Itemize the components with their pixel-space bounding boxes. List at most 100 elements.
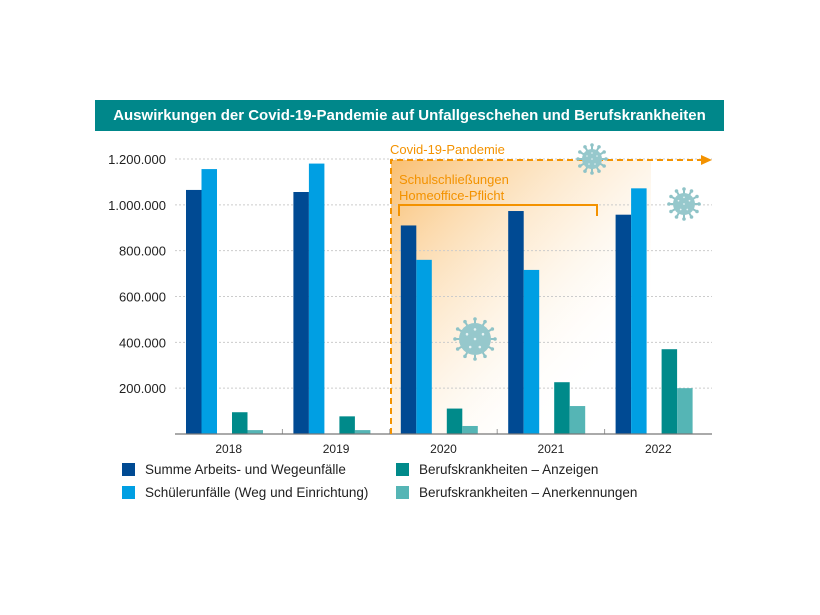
x-tick-label: 2018 [215, 442, 242, 456]
bar [186, 189, 202, 434]
virus-dot [481, 332, 485, 336]
x-tick-label: 2019 [323, 442, 350, 456]
virus-dot [596, 155, 598, 157]
bar [661, 349, 678, 434]
virus-dot [473, 328, 477, 331]
measures-label: Schulschließungen [399, 172, 509, 187]
virus-spike-tip [578, 150, 582, 154]
virus-spike-tip [483, 354, 487, 359]
bar [462, 425, 478, 434]
measures-bracket [398, 204, 598, 216]
virus-spike-tip [473, 357, 477, 361]
virus-dot [688, 199, 691, 202]
legend-swatch [122, 486, 135, 499]
virus-spike-tip [695, 209, 699, 214]
pandemic-label: Covid-19-Pandemie [390, 142, 505, 157]
bar [523, 269, 540, 434]
virus-spike-tip [463, 319, 467, 324]
bar [308, 163, 325, 435]
bar [631, 188, 647, 434]
virus-dot [468, 345, 472, 349]
virus-dot [591, 152, 593, 154]
virus-dot [588, 163, 590, 165]
virus-dot [586, 155, 588, 157]
virus-spike-tip [493, 337, 497, 341]
virus-spike-tip [578, 164, 582, 168]
virus-dot [473, 337, 477, 341]
legend-swatch [396, 486, 409, 499]
virus-spike-tip [597, 169, 601, 173]
virus-spike-tip [463, 354, 467, 359]
legend-item: Berufskrankheiten – Anzeigen [396, 462, 598, 477]
arrow-head-icon [701, 155, 712, 165]
virus-spike-tip [590, 143, 594, 147]
virus-icon [576, 143, 608, 175]
legend-item: Summe Arbeits- und Wegeunfälle [122, 462, 346, 477]
y-tick-label: 1.200.000 [108, 152, 166, 167]
virus-spike-tip [669, 209, 673, 214]
legend-item: Schülerunfälle (Weg und Einrichtung) [122, 485, 368, 500]
virus-spike-tip [695, 194, 699, 199]
bar [416, 259, 432, 434]
bar [554, 382, 570, 434]
virus-spike-tip [697, 202, 701, 206]
virus-dot [594, 163, 596, 165]
virus-dot [465, 332, 469, 336]
bar [201, 169, 217, 435]
virus-spike-tip [667, 202, 671, 206]
x-tick-label: 2021 [538, 442, 565, 456]
virus-dot [591, 158, 593, 160]
measures-label: Homeoffice-Pflicht [399, 188, 505, 203]
bar [247, 430, 263, 434]
virus-dot [679, 208, 682, 211]
virus-spike-tip [674, 189, 679, 193]
virus-spike-tip [590, 171, 594, 175]
bar [339, 416, 355, 434]
virus-spike-tip [669, 194, 673, 199]
legend-label: Berufskrankheiten – Anerkennungen [419, 485, 638, 500]
legend-label: Schülerunfälle (Weg und Einrichtung) [145, 485, 369, 500]
virus-icon [453, 317, 497, 361]
virus-spike-tip [674, 215, 679, 219]
virus-spike-tip [583, 145, 587, 149]
legend-swatch [396, 463, 409, 476]
bar [508, 211, 524, 434]
chart-title: Auswirkungen der Covid-19-Pandemie auf U… [95, 100, 724, 131]
bar [293, 192, 309, 434]
y-tick-label: 400.000 [119, 335, 166, 350]
virus-spike-tip [490, 347, 495, 351]
virus-icon [667, 187, 701, 221]
virus-spike-tip [455, 347, 460, 351]
x-tick-label: 2020 [430, 442, 457, 456]
legend-label: Berufskrankheiten – Anzeigen [419, 462, 599, 477]
virus-spike-tip [490, 327, 495, 331]
virus-dot [683, 196, 685, 199]
bar [677, 388, 693, 434]
bar [446, 408, 463, 434]
virus-dot [677, 199, 680, 202]
virus-spike-tip [682, 187, 686, 191]
bar [232, 412, 248, 434]
virus-dot [683, 203, 685, 205]
y-tick-label: 600.000 [119, 290, 166, 305]
virus-spike-tip [597, 145, 601, 149]
virus-spike-tip [604, 157, 608, 161]
virus-spike-tip [576, 157, 580, 161]
virus-spike-tip [473, 317, 477, 321]
bar [400, 225, 417, 434]
x-tick-label: 2022 [645, 442, 672, 456]
virus-spike-tip [483, 319, 487, 324]
virus-spike-tip [453, 337, 457, 341]
virus-spike-tip [602, 164, 606, 168]
y-tick-label: 200.000 [119, 381, 166, 396]
bar [354, 430, 371, 434]
legend-swatch [122, 463, 135, 476]
virus-spike-tip [602, 150, 606, 154]
bar [615, 214, 632, 434]
y-tick-label: 1.000.000 [108, 198, 166, 213]
virus-spike-tip [583, 169, 587, 173]
y-tick-label: 800.000 [119, 244, 166, 259]
virus-spike-tip [682, 217, 686, 221]
